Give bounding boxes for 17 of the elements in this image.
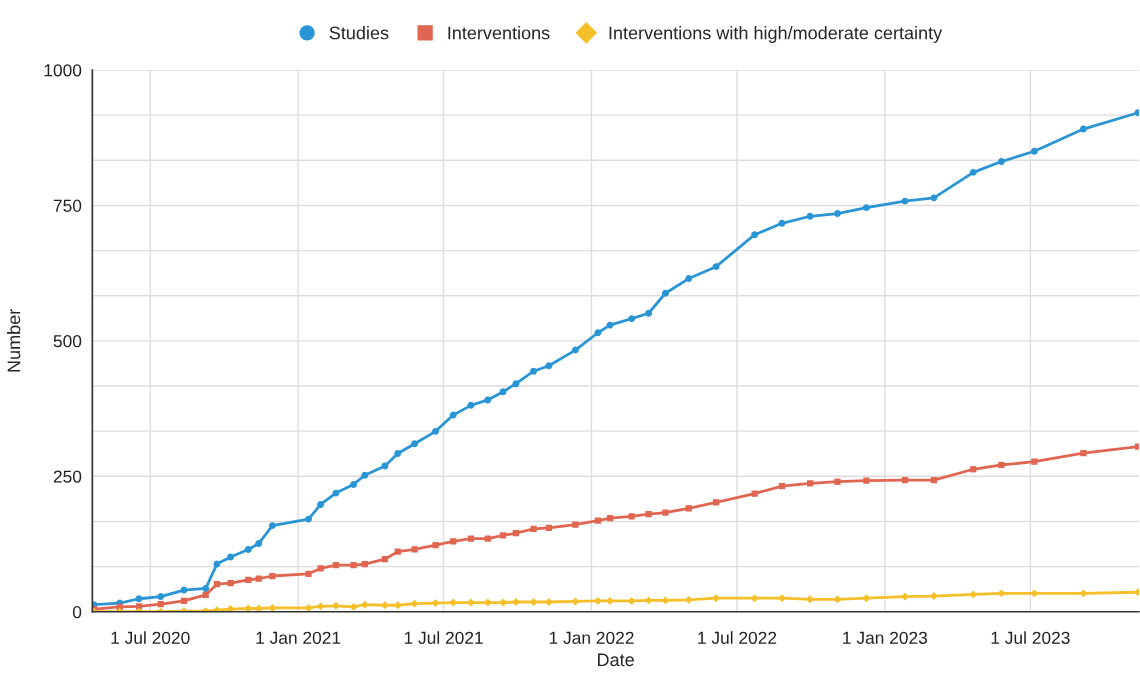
y-tick-label: 750 bbox=[53, 199, 82, 212]
x-tick-label: 1 Jan 2022 bbox=[549, 631, 634, 644]
y-tick-label: 250 bbox=[53, 470, 82, 483]
y-tick-label: 1000 bbox=[44, 64, 82, 77]
x-tick-label: 1 Jul 2022 bbox=[698, 631, 777, 644]
x-tick-label: 1 Jan 2021 bbox=[256, 631, 341, 644]
x-tick-label: 1 Jan 2023 bbox=[843, 631, 928, 644]
legend-label: Interventions bbox=[448, 26, 550, 40]
x-tick-label: 1 Jul 2020 bbox=[111, 631, 190, 644]
y-axis-title: Number bbox=[7, 309, 21, 372]
x-tick-label: 1 Jul 2021 bbox=[404, 631, 483, 644]
y-tick-label: 500 bbox=[53, 335, 82, 348]
x-axis-title: Date bbox=[598, 653, 634, 667]
legend-label: Interventions with high/moderate certainty bbox=[609, 26, 943, 43]
x-tick-label: 1 Jul 2023 bbox=[991, 631, 1070, 644]
legend-label: Studies bbox=[329, 26, 389, 40]
y-tick-label: 0 bbox=[72, 605, 82, 619]
